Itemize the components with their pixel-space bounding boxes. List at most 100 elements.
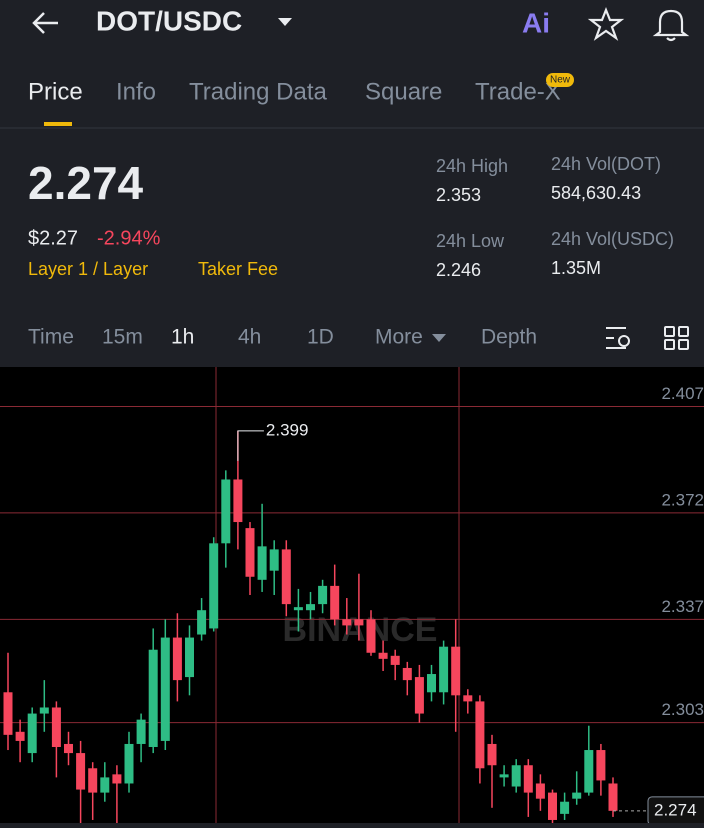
timeframe[interactable]: Depth [481,326,537,349]
candle-body [487,743,497,766]
candle-body [475,701,485,769]
candle-body [584,750,594,793]
last-price-label: 2.274 [654,800,697,819]
candle-body [463,695,473,702]
high-label: 2.399 [266,420,309,439]
candle-body [281,549,291,605]
tab[interactable]: Price [28,78,83,105]
layout-icon [664,326,675,337]
candle-body [523,765,533,793]
timeframe[interactable]: More [375,326,423,349]
timeframe[interactable]: 4h [238,326,261,349]
stat-value: 2.353 [436,185,481,205]
stat-label: 24h Low [436,231,505,251]
candle-body [293,607,303,611]
tab[interactable]: Square [365,78,442,105]
y-tick-label: 2.407 [661,384,704,403]
candle-body [27,713,37,754]
candle-body [560,801,570,814]
layout-icon [678,339,689,350]
stat-label: 24h Vol(USDC) [551,229,674,249]
last-price: 2.274 [28,157,144,209]
candle-body [306,604,315,611]
tab[interactable]: Trading Data [189,78,328,105]
candle-body [390,655,400,665]
timeframe[interactable]: Time [28,326,74,349]
timeframe[interactable]: 1h [171,326,194,349]
indicator-button[interactable] [606,327,626,349]
favorite-button[interactable] [587,7,625,41]
candle-body [51,707,61,747]
candle-body [548,792,557,820]
candle-body [136,719,146,744]
pair-title[interactable]: DOT/USDC [96,5,242,36]
candle-body [185,637,194,678]
last-price-box [647,796,704,823]
candle-body [318,585,328,605]
candle-body [596,750,606,781]
y-tick-label: 2.337 [661,597,704,616]
taker-fee[interactable]: Taker Fee [198,259,278,279]
candle-body [402,667,412,681]
y-tick-label: 2.372 [661,490,704,509]
candle-body [160,637,170,741]
candle-body [3,692,13,735]
high-connector [237,430,264,461]
candle-body [124,743,134,784]
timeframe[interactable]: 15m [102,326,143,349]
tab[interactable]: Info [116,78,156,105]
top-panel [0,0,704,367]
candle-body [499,774,509,778]
tab-indicator [44,122,72,126]
candle-body [378,652,388,659]
stat-value: 584,630.43 [551,183,641,203]
timeframe[interactable]: 1D [307,326,334,349]
candle-body [439,646,449,693]
category-tag[interactable]: Layer 1 / Layer [28,259,148,279]
candle-body [209,543,219,629]
indicator-icon [618,335,630,347]
candle-body [257,546,267,580]
new-badge-text: New [550,75,571,86]
candle-body [112,774,122,784]
new-badge [546,73,574,87]
stat-label: 24h High [436,156,508,176]
more-dropdown [432,334,446,342]
candle-body [172,637,182,681]
candle-body [39,707,49,714]
candle-body [511,765,521,787]
back-button[interactable] [32,12,58,34]
candle-body [221,479,231,544]
tab[interactable]: Trade-X [475,78,561,105]
pair-dropdown[interactable] [278,18,292,26]
candle-body [366,619,376,653]
candle-body [233,479,243,523]
candle-body [451,646,461,696]
candle-body [100,777,110,793]
candle-body [76,753,86,790]
layout-button[interactable] [664,326,689,350]
candle-body [414,677,424,714]
candle-body [197,610,207,635]
candle-body [535,783,545,799]
stat-value: 2.246 [436,260,481,280]
candle-body [330,585,340,620]
candle-body [148,649,158,747]
layout-icon [664,339,675,350]
ai-button[interactable]: Ai [522,7,550,38]
price-change: -2.94% [97,227,161,249]
notification-button[interactable] [652,9,690,42]
y-tick-label: 2.303 [661,700,704,719]
candle-body [88,768,98,793]
candle-body [354,619,364,626]
usd-price: $2.27 [28,227,78,249]
stat-label: 24h Vol(DOT) [551,154,661,174]
candle-body [427,674,436,693]
candle-body [269,549,279,571]
candle-body [608,783,618,811]
candle-body [572,792,582,799]
candle-body [64,743,73,754]
candle-body [15,731,25,741]
